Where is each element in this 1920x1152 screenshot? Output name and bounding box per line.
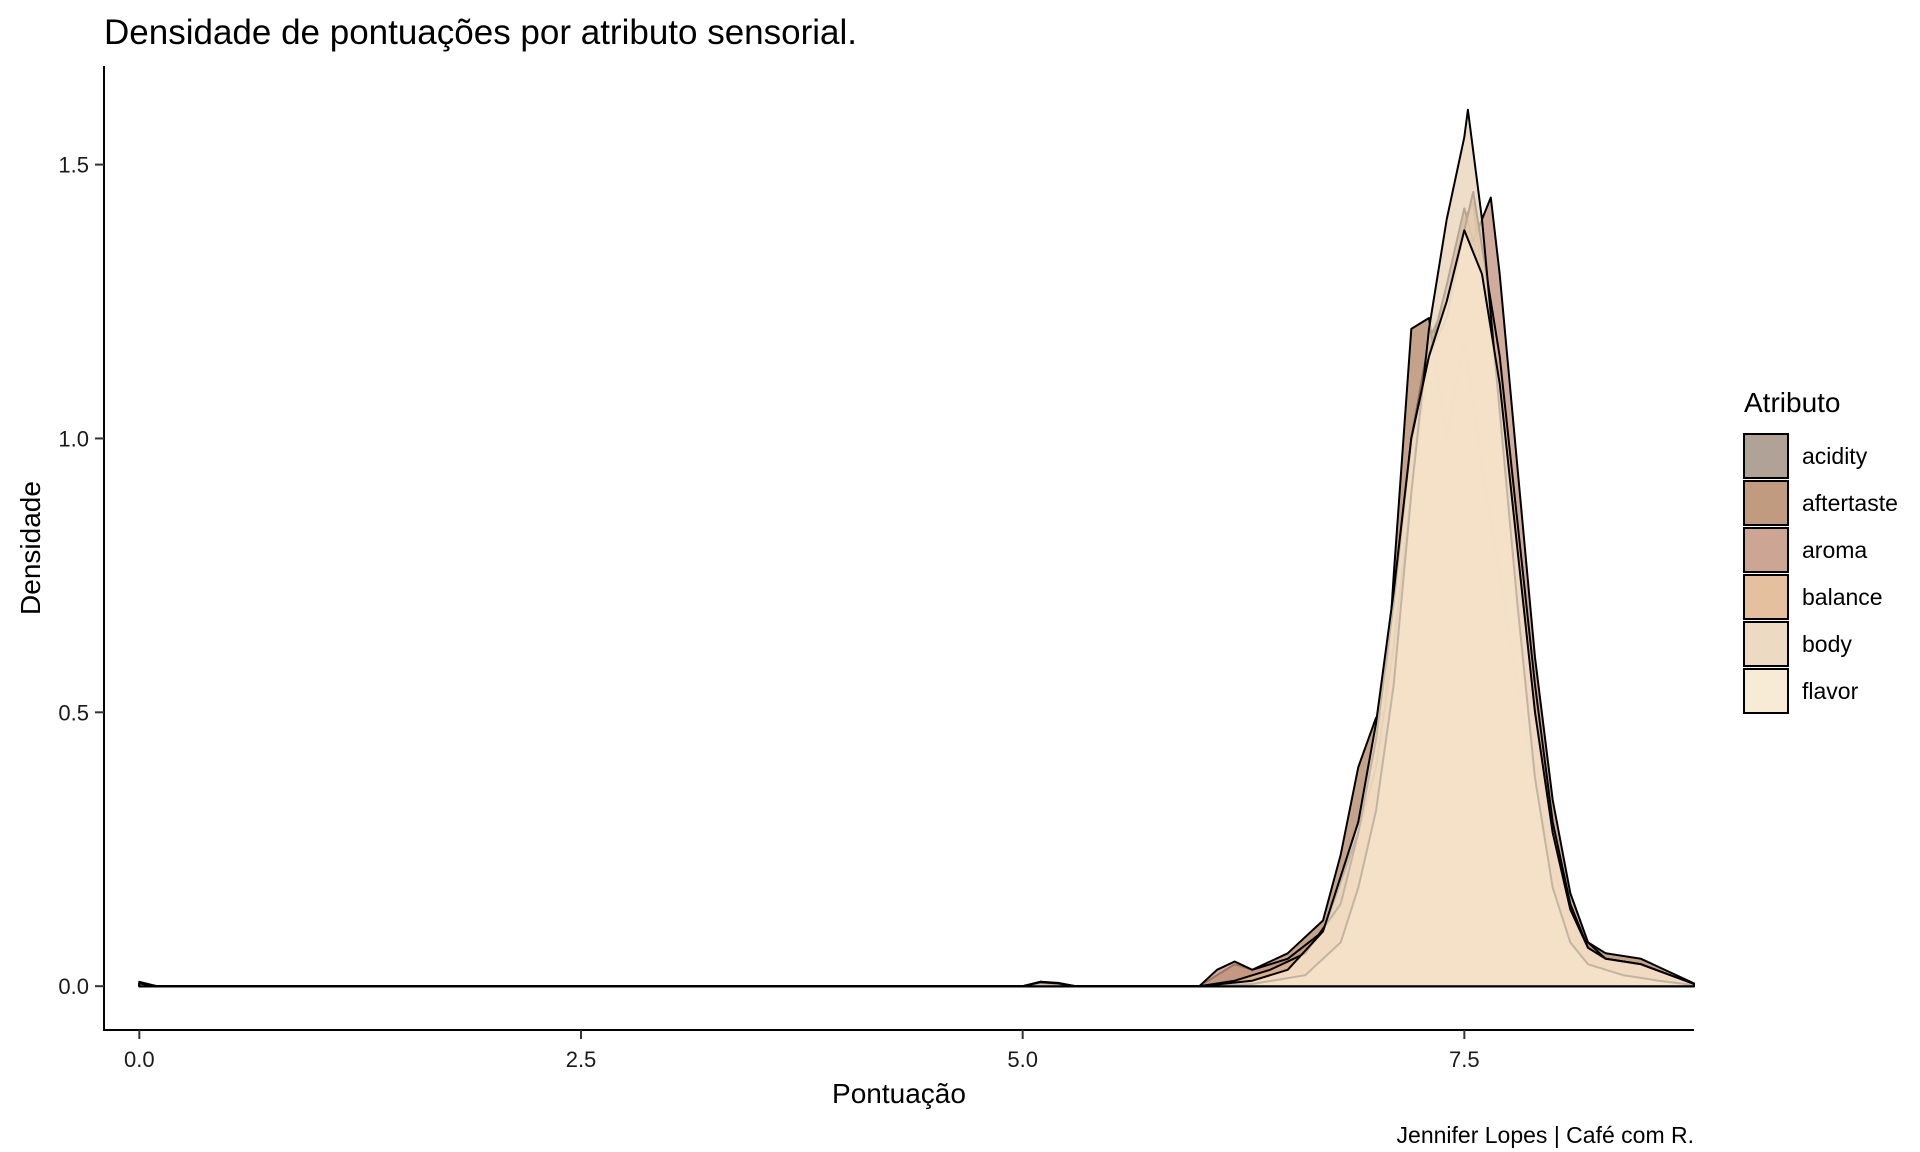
- y-axis-title: Densidade: [15, 481, 46, 615]
- y-tick-label: 1.5: [58, 153, 89, 178]
- legend-label-balance: balance: [1802, 584, 1883, 610]
- legend-key-body: [1743, 621, 1789, 667]
- legend-label-flavor: flavor: [1802, 678, 1859, 704]
- legend-label-aftertaste: aftertaste: [1802, 490, 1898, 516]
- legend-label-acidity: acidity: [1802, 443, 1868, 469]
- series-layer: [138, 108, 1695, 988]
- legend-key-balance: [1743, 574, 1789, 620]
- y-tick-label: 1.0: [58, 426, 89, 451]
- legend-items: acidity aftertaste aroma balance body flavor: [1743, 433, 1898, 714]
- plot-area: 0.0 2.5 5.0 7.5 0.0 0.5 1.0 1.5: [58, 66, 1695, 1072]
- legend-key-aroma: [1743, 527, 1789, 573]
- legend-title: Atributo: [1744, 387, 1841, 418]
- legend-key-flavor: [1743, 668, 1789, 714]
- x-axis-title: Pontuação: [832, 1078, 966, 1109]
- x-tick-label: 2.5: [566, 1047, 597, 1072]
- density-area-flavor: [138, 229, 1695, 988]
- y-tick-label: 0.0: [58, 974, 89, 999]
- y-ticks: 0.0 0.5 1.0 1.5: [58, 153, 104, 999]
- legend-label-aroma: aroma: [1802, 537, 1867, 563]
- x-tick-label: 5.0: [1007, 1047, 1038, 1072]
- legend-key-acidity: [1743, 433, 1789, 479]
- legend-key-aftertaste: [1743, 480, 1789, 526]
- legend-label-body: body: [1802, 631, 1852, 657]
- x-ticks: 0.0 2.5 5.0 7.5: [124, 1030, 1480, 1072]
- y-tick-label: 0.5: [58, 700, 89, 725]
- x-tick-label: 0.0: [124, 1047, 155, 1072]
- legend: Atributo acidity aftertaste aroma balance bo…: [1743, 387, 1898, 714]
- chart-title: Densidade de pontuações por atributo sen…: [104, 13, 857, 52]
- x-tick-label: 7.5: [1449, 1047, 1480, 1072]
- chart-caption: Jennifer Lopes | Café com R.: [1397, 1122, 1694, 1148]
